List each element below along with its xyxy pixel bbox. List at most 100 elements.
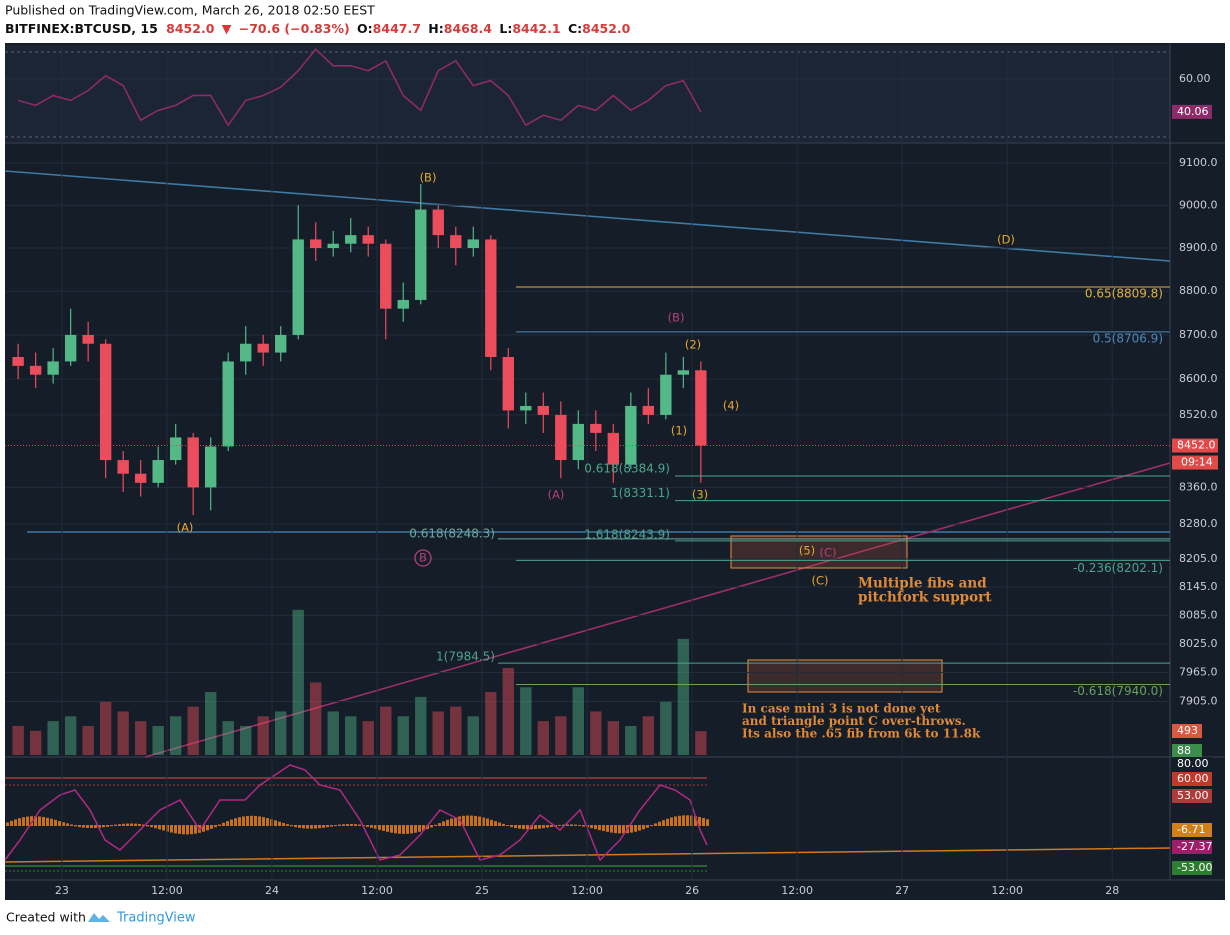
osc-label-box <box>1172 840 1212 854</box>
osc-bar <box>606 825 609 832</box>
wave-label: (C) <box>811 574 828 588</box>
fib-label: -0.618(7940.0) <box>1073 684 1163 698</box>
y-tick-label: 8520.0 <box>1179 408 1218 421</box>
osc-bar <box>230 819 233 826</box>
volume-bar <box>152 725 164 755</box>
osc-bar <box>526 825 529 830</box>
osc-bar <box>162 825 165 831</box>
osc-bar <box>166 825 169 832</box>
volume-bar <box>415 696 427 755</box>
osc-bar <box>218 824 221 826</box>
wave-label: (B) <box>420 171 437 185</box>
osc-bar <box>90 825 93 829</box>
candle-body <box>82 334 94 344</box>
osc-bar <box>534 825 537 830</box>
osc-bar <box>446 819 449 826</box>
osc-bar <box>634 825 637 832</box>
candle-body <box>152 460 164 483</box>
volume-bar <box>292 609 304 755</box>
candle-body <box>134 473 147 483</box>
osc-bar <box>226 821 229 826</box>
osc-bar <box>74 825 77 827</box>
volume-bar <box>82 725 94 755</box>
osc-bar <box>558 824 561 826</box>
osc-bar <box>370 825 373 828</box>
candle-body <box>380 243 392 309</box>
volume-bar <box>590 711 602 755</box>
osc-bar <box>322 825 325 828</box>
osc-bar <box>682 815 685 826</box>
osc-bar <box>314 825 317 829</box>
osc-bar <box>338 824 341 826</box>
osc-bar <box>650 825 653 827</box>
osc-bar <box>118 824 121 826</box>
fib-label: 1(8331.1) <box>611 486 670 500</box>
osc-label: -6.71 <box>1177 823 1205 836</box>
osc-bar <box>510 825 513 828</box>
osc-bar <box>578 824 581 826</box>
osc-bar <box>582 825 585 827</box>
candle-body <box>327 243 339 249</box>
osc-bar <box>702 818 705 826</box>
y-tick-label: 7905.0 <box>1179 694 1218 707</box>
wave-label: (4) <box>723 399 739 413</box>
volume-bar <box>240 725 252 755</box>
osc-bar <box>498 822 501 826</box>
osc-bar <box>234 818 237 826</box>
candle-body <box>222 361 234 447</box>
osc-bar <box>206 825 209 831</box>
candle-body <box>29 365 42 375</box>
wave-label: (3) <box>692 488 708 502</box>
volume-bar <box>345 716 357 755</box>
osc-bar <box>30 816 33 826</box>
osc-bar <box>358 824 361 826</box>
wave-label: B <box>419 551 427 565</box>
osc-bar <box>46 817 49 826</box>
candle-body <box>450 235 462 249</box>
osc-bar <box>486 818 489 826</box>
osc-bar <box>98 825 101 828</box>
osc-bar <box>466 815 469 826</box>
ohlc-label: C: <box>568 21 582 36</box>
osc-bar <box>334 825 337 827</box>
osc-bar <box>426 825 429 830</box>
symbol: BITFINEX:BTCUSD, 15 <box>5 21 158 36</box>
candle-body <box>292 239 304 335</box>
pitchfork-line <box>144 462 1171 758</box>
y-tick-label: 8360.0 <box>1179 480 1218 493</box>
ohlc-value: 8442.1 <box>512 21 560 36</box>
volume-bar <box>572 687 584 755</box>
osc-bar <box>326 825 329 828</box>
y-tick-label: 8085.0 <box>1179 608 1218 621</box>
osc-label-box <box>1172 772 1212 786</box>
osc-bar <box>538 825 541 829</box>
osc-bar <box>238 817 241 826</box>
osc-bar <box>186 825 189 835</box>
osc-bar <box>550 825 553 828</box>
volume-bar <box>467 716 479 755</box>
candle-body <box>275 334 287 353</box>
osc-bar <box>566 824 569 826</box>
osc-bar <box>622 825 625 834</box>
note: Multiple fibs and <box>858 576 987 592</box>
wave-label: (C) <box>819 546 836 560</box>
osc-bar <box>66 823 69 826</box>
candle-body <box>502 356 514 411</box>
price: 8452.0 <box>166 21 215 36</box>
x-tick-label: 25 <box>475 884 489 897</box>
volume-label-box <box>1172 744 1202 758</box>
osc-bar <box>110 825 113 827</box>
osc-bar <box>482 817 485 826</box>
osc-bar <box>286 824 289 826</box>
osc-bar <box>366 825 369 827</box>
candle-body <box>572 423 584 461</box>
osc-bar <box>502 823 505 826</box>
fib-label: 0.65(8809.8) <box>1085 286 1163 300</box>
osc-bar <box>130 823 133 826</box>
osc-bar <box>142 824 145 826</box>
fib-label: 0.618(8384.9) <box>584 462 670 476</box>
osc-bar <box>618 825 621 834</box>
candle-body <box>537 405 549 415</box>
fib-label: 1.618(8243.9) <box>584 527 670 541</box>
